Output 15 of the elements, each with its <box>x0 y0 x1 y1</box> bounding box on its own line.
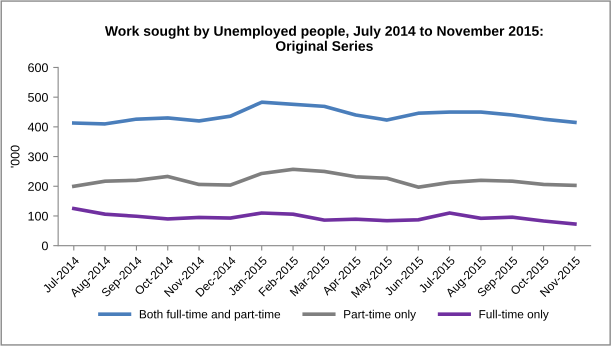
legend-label: Full-time only <box>480 310 549 321</box>
line-series <box>72 100 577 126</box>
legend-label: Part-time only <box>344 310 416 321</box>
line-series <box>72 168 577 189</box>
y-tick-label: 400 <box>28 122 48 132</box>
legend-label: Both full-time and part-time <box>140 310 280 321</box>
y-tick-label: 500 <box>28 92 48 102</box>
y-axis-title: '000 <box>10 145 20 168</box>
y-tick-label: 300 <box>28 152 48 162</box>
y-tick-label: 100 <box>28 212 48 221</box>
chart-title: Work sought by Unemployed people, July 2014 to November 2015: Original Series <box>104 26 542 54</box>
line-series <box>72 206 577 226</box>
y-tick-label: 0 <box>42 241 48 250</box>
y-tick-label: 200 <box>28 182 48 191</box>
y-tick-label: 600 <box>28 63 48 72</box>
